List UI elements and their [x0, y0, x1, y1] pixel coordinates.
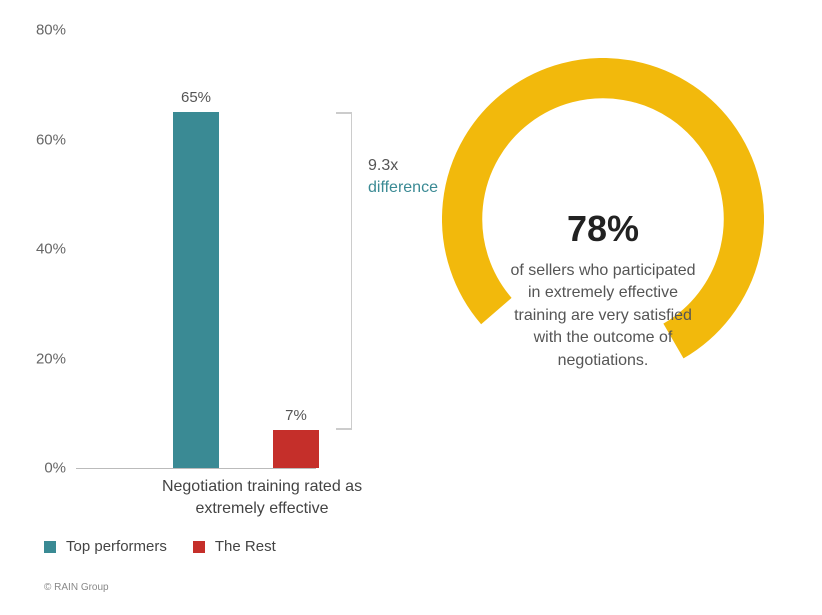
donut-chart: 78% of sellers who participatedin extreme… — [442, 58, 764, 380]
y-axis-tick-label: 60% — [0, 131, 66, 148]
x-axis-category-label: Negotiation training rated asextremely e… — [132, 476, 392, 519]
legend-label-top-performers: Top performers — [66, 538, 167, 555]
bar-the-rest — [273, 430, 319, 468]
y-axis-tick-label: 20% — [0, 350, 66, 367]
bar-top-performers — [173, 112, 219, 468]
bar-label-the-rest: 7% — [266, 407, 326, 424]
legend: Top performers The Rest — [44, 538, 276, 555]
difference-label: 9.3xdifference — [368, 155, 438, 198]
y-axis-tick-label: 40% — [0, 241, 66, 258]
legend-item-top-performers: Top performers — [44, 538, 167, 555]
y-axis-tick-label: 0% — [0, 460, 66, 477]
legend-swatch-the-rest — [193, 541, 205, 553]
copyright: © RAIN Group — [44, 582, 109, 593]
bracket-vertical — [351, 112, 353, 430]
legend-item-the-rest: The Rest — [193, 538, 276, 555]
bar-label-top-performers: 65% — [166, 89, 226, 106]
legend-label-the-rest: The Rest — [215, 538, 276, 555]
donut-center-text: 78% of sellers who participatedin extreme… — [488, 208, 718, 372]
donut-percent: 78% — [488, 208, 718, 250]
bracket-bottom — [336, 428, 352, 430]
donut-description: of sellers who participatedin extremely … — [488, 260, 718, 372]
legend-swatch-top-performers — [44, 541, 56, 553]
y-axis-tick-label: 80% — [0, 22, 66, 39]
x-axis-baseline — [76, 468, 316, 469]
